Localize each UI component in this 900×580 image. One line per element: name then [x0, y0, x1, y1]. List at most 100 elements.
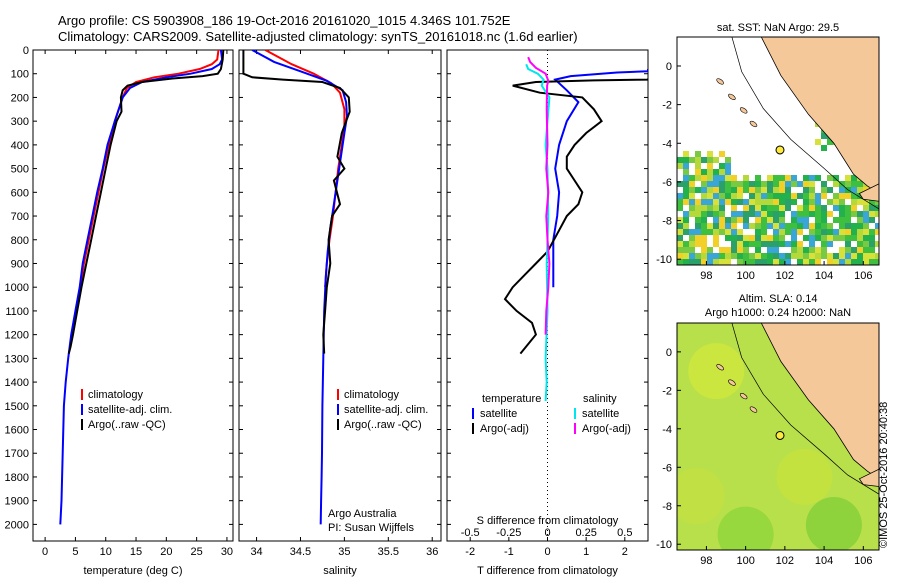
sst-pixel	[707, 163, 713, 169]
x-tick-label-S: 0	[544, 527, 550, 539]
sst-pixel	[851, 229, 857, 235]
land-sumatra	[677, 323, 879, 480]
sst-pixel	[851, 199, 857, 205]
sst-pixel	[767, 187, 773, 193]
sst-pixel	[737, 229, 743, 235]
sst-pixel	[839, 223, 845, 229]
sst-pixel	[749, 253, 755, 259]
sst-map-title: sat. SST: NaN Argo: 29.5	[717, 22, 839, 34]
sst-pixel	[791, 235, 797, 241]
temperature-plot-frame	[32, 49, 234, 542]
sst-pixel	[755, 181, 761, 187]
sst-pixel	[707, 187, 713, 193]
sst-pixel	[683, 163, 689, 169]
series-line	[552, 69, 648, 288]
sst-pixel	[761, 187, 767, 193]
series-line	[79, 50, 220, 288]
sst-pixel	[803, 175, 809, 181]
sst-pixel	[701, 199, 707, 205]
sst-pixel	[725, 175, 731, 181]
sst-pixel	[701, 211, 707, 217]
sst-pixel	[683, 211, 689, 217]
sst-pixel	[779, 235, 785, 241]
sst-pixel	[863, 235, 869, 241]
sst-pixel	[875, 199, 879, 205]
sst-pixel	[701, 205, 707, 211]
sst-pixel	[803, 253, 809, 259]
sst-pixel	[815, 229, 821, 235]
map-y-tick-label: -8	[662, 216, 672, 228]
y-tick-label: 2000	[5, 519, 29, 531]
map-y-tick-label: -2	[662, 100, 672, 112]
x-axis-title: temperature (deg C)	[83, 565, 182, 577]
sst-pixel	[863, 241, 869, 247]
sst-pixel	[701, 259, 707, 265]
sst-pixel	[761, 223, 767, 229]
sst-pixel	[677, 259, 683, 265]
sst-pixel	[761, 229, 767, 235]
sst-pixel	[695, 163, 701, 169]
sst-pixel	[695, 217, 701, 223]
x-tick-label: 25	[191, 546, 203, 558]
sst-pixel	[701, 247, 707, 253]
sla-blob	[776, 448, 833, 505]
y-tick-label: 0	[23, 45, 29, 57]
sst-pixel	[725, 157, 731, 163]
sst-pixel	[689, 199, 695, 205]
figure-title-line1: Argo profile: CS 5903908_186 19-Oct-2016…	[58, 13, 511, 28]
sst-pixel	[701, 181, 707, 187]
y-tick-label: 100	[11, 69, 29, 81]
sst-pixel	[773, 175, 779, 181]
sst-pixel	[707, 169, 713, 175]
sst-pixel	[857, 199, 863, 205]
sst-pixel	[755, 253, 761, 259]
sst-pixel	[677, 163, 683, 169]
sst-pixel	[797, 193, 803, 199]
x-tick-label: 10	[100, 546, 112, 558]
sst-pixel	[845, 205, 851, 211]
sst-pixel	[851, 175, 857, 181]
sst-pixel	[725, 223, 731, 229]
sst-pixel	[695, 175, 701, 181]
sst-pixel	[857, 223, 863, 229]
x-tick-label-T: -2	[465, 546, 475, 558]
sst-pixel	[737, 241, 743, 247]
sst-pixel	[869, 229, 875, 235]
sst-pixel	[677, 193, 683, 199]
series-line	[527, 56, 551, 335]
x-tick-label: 35	[338, 546, 350, 558]
sst-pixel	[731, 205, 737, 211]
sst-pixel	[677, 253, 683, 259]
sst-pixel	[707, 193, 713, 199]
panel-temperature: 0100200300400500600700800900100011001200…	[5, 45, 234, 577]
sst-pixel	[707, 253, 713, 259]
sst-pixel	[821, 247, 827, 253]
land-island	[749, 406, 758, 413]
sst-pixel	[719, 253, 725, 259]
sst-pixel	[755, 205, 761, 211]
map-y-tick-label: -10	[656, 254, 672, 266]
sst-pixel	[809, 193, 815, 199]
map-y-tick-label: -4	[662, 138, 672, 150]
sst-pixel	[725, 217, 731, 223]
sst-pixel	[797, 205, 803, 211]
sst-pixel	[677, 241, 683, 247]
map-y-tick-label: -6	[662, 462, 672, 474]
sst-pixel	[827, 229, 833, 235]
map-y-tick-label: -2	[662, 385, 672, 397]
sst-pixel	[797, 247, 803, 253]
sst-pixel	[713, 181, 719, 187]
sst-pixel	[809, 235, 815, 241]
sst-pixel	[821, 145, 827, 151]
sst-pixel	[761, 253, 767, 259]
sst-pixel	[845, 211, 851, 217]
sst-pixel	[719, 199, 725, 205]
sst-pixel	[857, 181, 863, 187]
x-tick-label: 34	[250, 546, 262, 558]
sst-pixel	[701, 223, 707, 229]
sst-pixel	[815, 247, 821, 253]
sst-pixel	[689, 247, 695, 253]
sst-pixel	[743, 217, 749, 223]
sla-blob	[805, 496, 862, 550]
sst-pixel	[875, 229, 879, 235]
